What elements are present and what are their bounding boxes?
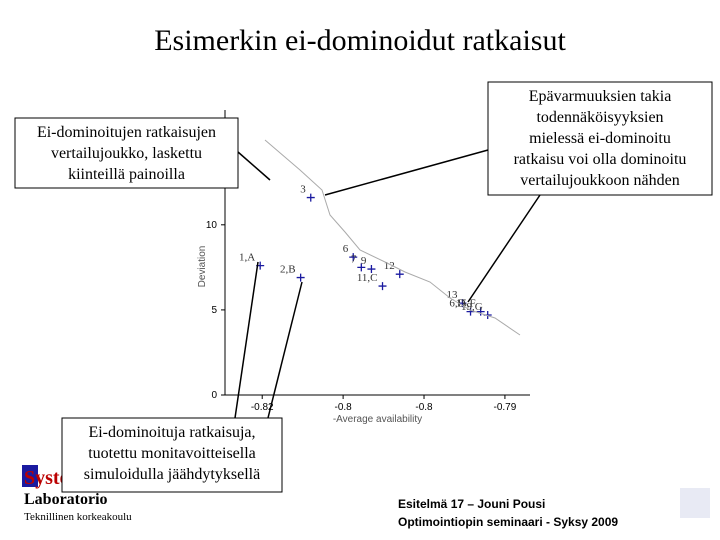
x-tick-label: -0.8	[334, 402, 352, 413]
point	[395, 270, 404, 279]
point	[306, 193, 315, 202]
point-label: 2,B	[280, 264, 296, 276]
point-label: 3	[300, 184, 306, 196]
callout-text: mielessä ei-dominoitu	[529, 130, 671, 147]
callout-text: todennäköisyyksien	[536, 109, 663, 126]
point	[357, 263, 366, 272]
corner-icon	[680, 488, 710, 518]
callouts: Ei-dominoitujen ratkaisujen vertailujoukk…	[14, 81, 713, 493]
callout-text: tuotettu monitavoitteisella	[88, 445, 256, 462]
x-tick-label: -0.82	[251, 402, 274, 413]
y-axis-label: Deviation	[197, 246, 208, 288]
callout-box	[487, 81, 713, 196]
callout-text: vertailujoukkoon nähden	[520, 172, 680, 189]
slide-title: Esimerkin ei-dominoidut ratkaisut	[154, 24, 566, 57]
point-label: 1,A	[239, 252, 255, 264]
x-tick-label: -0.8	[415, 402, 433, 413]
frontier-line	[264, 139, 521, 336]
y-tick-label: 0	[211, 390, 217, 401]
lab-text: Laboratorio	[24, 491, 108, 508]
x-tick-label: -0.79	[494, 402, 517, 413]
arrow	[467, 194, 541, 303]
callout-text: Epävarmuuksien takia	[529, 88, 672, 105]
point	[476, 307, 485, 316]
y-tick-label: 10	[206, 220, 218, 231]
point-label: 7	[351, 253, 357, 265]
callout-text: kiinteillä painoilla	[68, 166, 185, 183]
x-axis-label: -Average availability	[333, 414, 422, 425]
arrow	[324, 149, 489, 196]
point-label: 12	[384, 260, 395, 272]
callout-text: Ei-dominoituja ratkaisuja,	[88, 424, 255, 441]
y-tick-label: 5	[211, 305, 217, 316]
callout-box	[14, 117, 239, 189]
point	[466, 307, 475, 316]
point-label: 9	[361, 255, 367, 267]
callout-text: vertailujoukko, laskettu	[51, 145, 202, 162]
arrow	[267, 281, 303, 419]
arrow	[237, 151, 271, 181]
point-label: 19,G	[461, 301, 483, 313]
callout-text: ratkaisu voi olla dominoitu	[514, 151, 687, 168]
point	[367, 265, 376, 274]
talk-text: Esitelmä 17 – Jouni Pousi	[398, 497, 545, 511]
arrows	[234, 149, 541, 419]
logo-block	[22, 465, 38, 487]
point-label: 11,C	[357, 272, 378, 284]
point-label: 6	[343, 243, 349, 255]
callout-text: Ei-dominoitujen ratkaisujen	[37, 124, 216, 141]
point-label: 13	[446, 289, 458, 301]
point	[296, 273, 305, 282]
callout-text: simuloidulla jäähdytyksellä	[84, 466, 260, 483]
point	[378, 282, 387, 291]
seminar-text: Optimointiopin seminaari - Syksy 2009	[398, 515, 618, 529]
callout-box	[61, 417, 283, 493]
point-label: 15,F	[456, 298, 476, 310]
school-text: Teknillinen korkeakoulu	[24, 511, 132, 523]
plot: 0 5 10 -0.82 -0.8 -0.8 -0.79 -Average availabil…	[197, 110, 530, 425]
arrow	[234, 261, 259, 419]
point	[349, 253, 358, 262]
